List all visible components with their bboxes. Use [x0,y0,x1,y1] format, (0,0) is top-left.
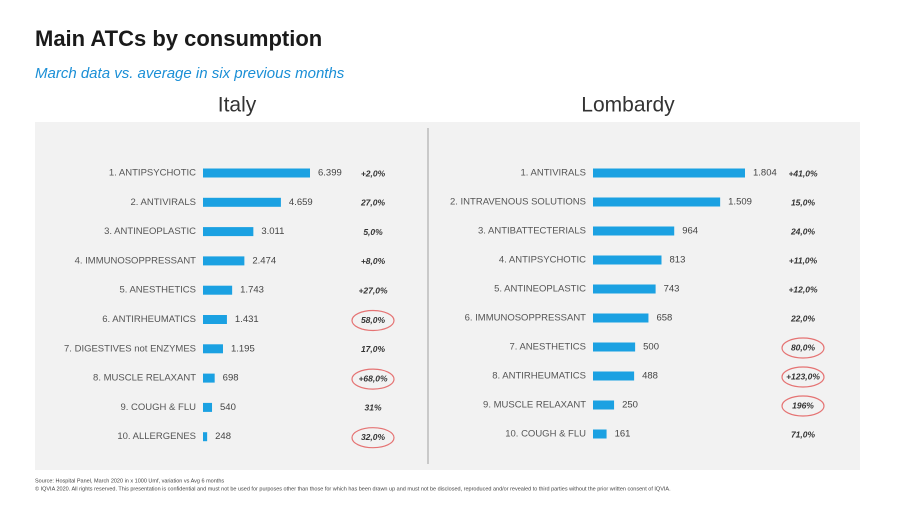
variation-label: 31% [364,403,381,413]
bar [593,255,662,265]
bar [593,168,745,178]
category-label: 7. ANESTHETICS [509,342,586,353]
variation-label: 71,0% [791,429,816,439]
highlight-circle [351,427,395,449]
value-label: 813 [670,255,686,266]
category-label: 1. ANTIPSYCHOTIC [109,168,196,179]
bar [203,285,233,295]
value-label: 500 [643,342,659,353]
variation-label: +12,0% [788,284,818,294]
chart-title: Italy [218,94,257,117]
variation-label: 24,0% [790,226,816,236]
value-label: 658 [656,313,672,324]
highlight-circle [781,366,825,388]
variation-label: +2,0% [361,168,386,178]
variation-label: 58,0% [361,315,386,325]
bar [593,342,636,352]
variation-label: 32,0% [361,432,386,442]
category-label: 1. ANTIVIRALS [521,168,586,179]
category-label: 2. ANTIVIRALS [131,197,196,208]
value-label: 743 [664,284,680,295]
value-label: 1.431 [235,314,259,325]
bar [203,344,223,354]
bar [593,371,635,381]
value-label: 161 [615,429,631,440]
variation-label: +27,0% [358,285,388,295]
variation-label: +123,0% [786,371,820,381]
value-label: 6.399 [318,168,342,179]
category-label: 10. COUGH & FLU [505,429,586,440]
variation-label: 22,0% [790,313,816,323]
highlight-circle [351,309,395,332]
bar [203,315,227,324]
category-label: 6. ANTIRHEUMATICS [102,314,196,325]
variation-label: 17,0% [361,344,386,354]
title: Main ATCs by consumption [35,26,322,51]
value-label: 698 [223,373,239,384]
bar [593,284,656,294]
bar [203,227,254,237]
category-label: 9. COUGH & FLU [121,402,197,413]
value-label: 3.011 [261,226,284,237]
value-label: 1.195 [231,343,255,354]
category-label: 10. ALLERGENES [117,431,196,442]
category-label: 3. ANTINEOPLASTIC [104,226,196,237]
value-label: 250 [622,400,638,411]
variation-label: 5,0% [363,227,383,237]
category-label: 7. DIGESTIVES not ENZYMES [64,343,196,354]
highlight-circle [781,337,825,359]
rights: © IQVIA 2020. All rights reserved. This … [35,485,671,492]
subtitle: March data vs. average in six previous m… [35,65,345,82]
variation-label: +41,0% [788,168,818,178]
chart-title: Lombardy [581,94,675,117]
value-label: 1.804 [753,168,777,179]
value-label: 4.659 [289,197,313,208]
category-label: 8. MUSCLE RELAXANT [93,373,196,384]
value-label: 488 [642,371,658,382]
variation-label: +11,0% [789,255,818,265]
value-label: 1.743 [240,285,264,296]
bar [203,168,310,178]
bar [203,432,208,442]
value-label: 248 [215,431,231,442]
value-label: 2.474 [252,255,276,266]
value-label: 964 [682,226,698,237]
category-label: 8. ANTIRHEUMATICS [492,371,586,382]
category-label: 6. IMMUNOSOPPRESSANT [465,313,587,324]
bar [203,256,245,266]
variation-label: +8,0% [361,256,386,266]
value-label: 540 [220,402,236,413]
panel [35,122,860,470]
variation-label: 27,0% [360,198,386,208]
category-label: 4. ANTIPSYCHOTIC [499,255,586,266]
highlight-circle [781,395,825,417]
category-label: 9. MUSCLE RELAXANT [483,400,586,411]
bar [593,197,721,207]
source: Source: Hospital Panel, March 2020 in x … [35,478,224,484]
bar [203,373,215,383]
variation-label: +68,0% [358,373,388,383]
category-label: 5. ANTINEOPLASTIC [494,284,586,295]
bar [593,400,615,410]
variation-label: 196% [792,400,814,410]
bar [593,313,649,323]
bar [593,226,675,236]
category-label: 4. IMMUNOSOPPRESSANT [75,255,197,266]
bar [203,197,281,207]
category-label: 3. ANTIBATTECTERIALS [478,226,586,237]
highlight-circle [351,368,395,390]
bar [203,402,213,412]
variation-label: 80,0% [791,342,816,352]
category-label: 5. ANESTHETICS [119,285,196,296]
category-label: 2. INTRAVENOUS SOLUTIONS [450,197,586,208]
variation-label: 15,0% [791,197,816,207]
bar [593,429,607,439]
value-label: 1.509 [728,197,752,208]
